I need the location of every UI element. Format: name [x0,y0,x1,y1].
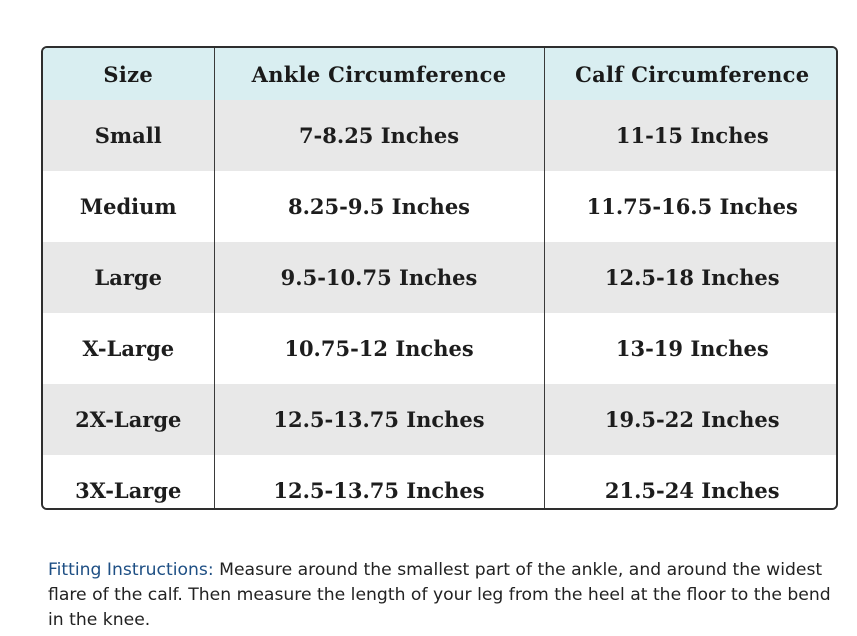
size-cell: Medium [43,171,214,242]
table-header-row: Size Ankle Circumference Calf Circumfere… [43,48,836,100]
size-chart-table: Size Ankle Circumference Calf Circumfere… [43,48,836,508]
calf-cell: 11-15 Inches [543,100,836,171]
size-chart-table-container: Size Ankle Circumference Calf Circumfere… [41,46,838,510]
fitting-instructions-lead: Fitting Instructions: [48,560,214,581]
column-header-ankle-circumference: Ankle Circumference [213,48,544,100]
ankle-cell: 12.5-13.75 Inches [213,384,544,455]
column-header-calf-circumference: Calf Circumference [543,48,836,100]
ankle-cell: 8.25-9.5 Inches [213,171,544,242]
table-row: Medium 8.25-9.5 Inches 11.75-16.5 Inches [43,171,836,242]
calf-cell: 19.5-22 Inches [543,384,836,455]
size-cell: Small [43,100,214,171]
fitting-instructions-text: Measure around the smallest part of the … [48,560,831,631]
fitting-instructions: Fitting Instructions: Measure around the… [48,558,838,633]
ankle-cell: 7-8.25 Inches [213,100,544,171]
table-row: Large 9.5-10.75 Inches 12.5-18 Inches [43,242,836,313]
ankle-cell: 12.5-13.75 Inches [213,455,544,508]
table-row: 2X-Large 12.5-13.75 Inches 19.5-22 Inche… [43,384,836,455]
ankle-cell: 9.5-10.75 Inches [213,242,544,313]
calf-cell: 21.5-24 Inches [543,455,836,508]
calf-cell: 12.5-18 Inches [543,242,836,313]
size-cell: Large [43,242,214,313]
calf-cell: 11.75-16.5 Inches [543,171,836,242]
size-cell: 3X-Large [43,455,214,508]
column-header-size: Size [43,48,214,100]
size-cell: 2X-Large [43,384,214,455]
calf-cell: 13-19 Inches [543,313,836,384]
table-row: 3X-Large 12.5-13.75 Inches 21.5-24 Inche… [43,455,836,508]
table-row: Small 7-8.25 Inches 11-15 Inches [43,100,836,171]
size-cell: X-Large [43,313,214,384]
ankle-cell: 10.75-12 Inches [213,313,544,384]
table-row: X-Large 10.75-12 Inches 13-19 Inches [43,313,836,384]
